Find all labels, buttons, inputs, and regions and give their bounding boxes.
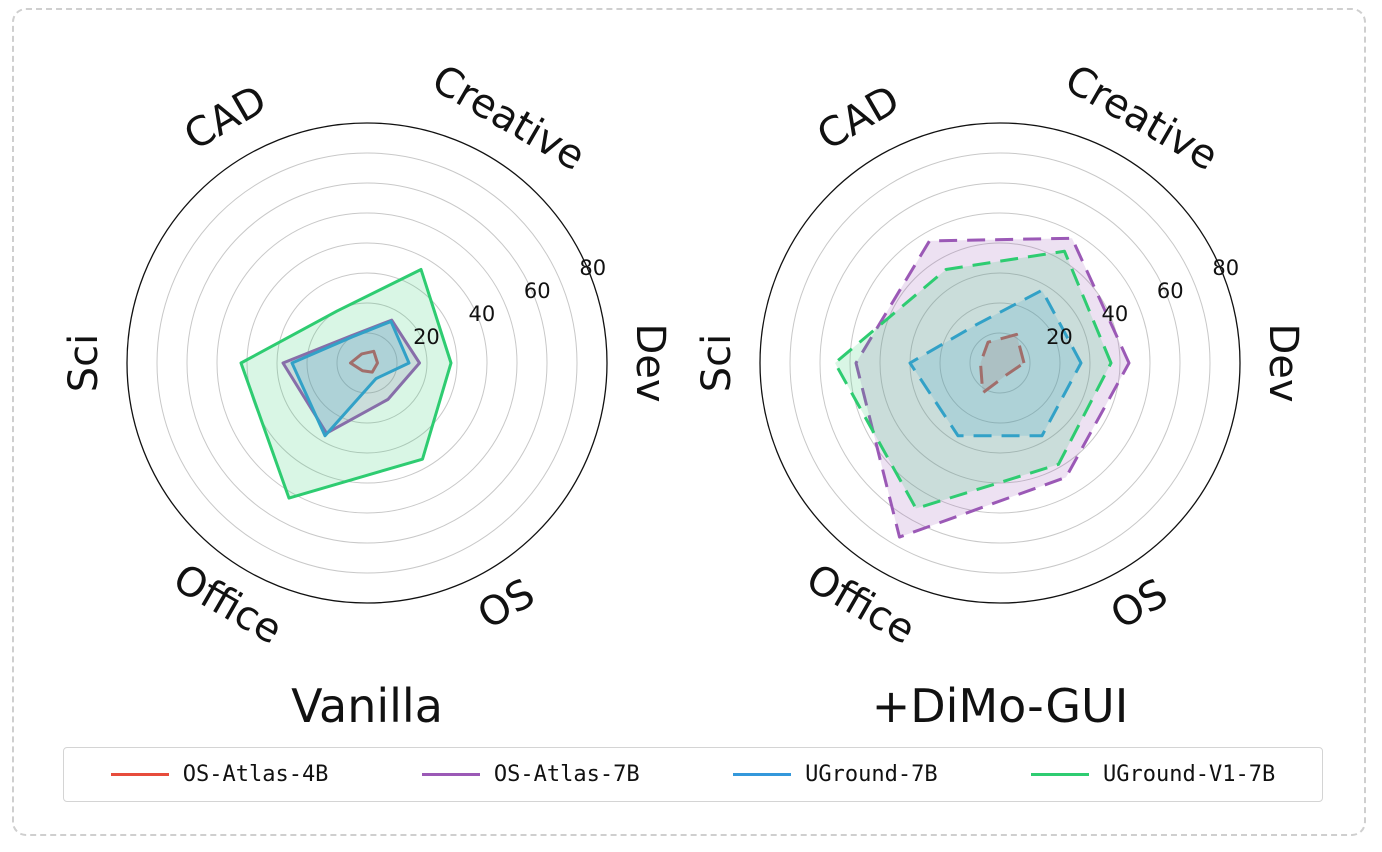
radial-tick-label: 20 [1046,325,1073,349]
category-label-sci: Sci [694,334,740,393]
legend-item-uground-v1-7b: UGround-V1-7B [1031,762,1275,787]
legend-swatch-os-atlas-7b [421,773,480,776]
radial-tick-label: 20 [413,325,440,349]
legend-label-uground-7b: UGround-7B [805,762,938,787]
legend-label-os-atlas-4b: OS-Atlas-4B [182,762,329,787]
grid-ring [186,182,548,544]
category-label-office: Office [799,555,923,653]
grid-ring [849,212,1151,514]
radar-panel-dimo-gui: +DiMo-GUI 20 40 60 80 Dev Creative CAD Sci Offic… [694,56,1306,733]
legend-label-uground-v1-7b: UGround-V1-7B [1103,762,1276,787]
outer-ring [126,122,608,604]
panel-title-vanilla: Vanilla [291,679,443,733]
grid-ring [306,302,428,424]
series-polygon-os-atlas-4b [349,349,379,374]
legend-swatch-os-atlas-4b [110,773,169,776]
grid-ring [216,212,518,514]
legend-item-os-atlas-7b: OS-Atlas-7B [421,762,640,787]
radial-tick-label: 80 [579,256,606,280]
category-label-dev: Dev [1260,323,1306,402]
category-label-os: OS [470,570,542,638]
radial-tick-label: 80 [1212,256,1239,280]
legend: OS-Atlas-4B OS-Atlas-7B UGround-7B UGrou… [63,747,1323,802]
grid-ring [789,152,1211,574]
series-polygon-uground-7b [290,319,411,438]
series-polygon-uground-7b [908,288,1083,438]
series-polygon-uground-v1-7b [239,267,453,500]
category-label-creative: Creative [424,56,592,180]
radial-tick-label: 60 [524,279,551,303]
outer-ring [759,122,1241,604]
legend-item-uground-7b: UGround-7B [733,762,938,787]
grid-ring [276,272,458,454]
category-label-os: OS [1103,570,1175,638]
category-label-office: Office [166,555,290,653]
grid-ring [879,242,1121,484]
legend-item-os-atlas-4b: OS-Atlas-4B [110,762,329,787]
grid-ring [969,332,1031,394]
category-label-creative: Creative [1057,56,1225,180]
legend-swatch-uground-7b [733,773,792,776]
grid-ring [336,332,398,394]
figure-frame [12,8,1366,836]
category-label-cad: CAD [177,77,275,160]
grid-ring [939,302,1061,424]
legend-label-os-atlas-7b: OS-Atlas-7B [493,762,640,787]
category-label-sci: Sci [61,334,107,393]
grid-ring [246,242,488,484]
panel-title-dimo-gui: +DiMo-GUI [872,679,1129,733]
radial-tick-label: 60 [1157,279,1184,303]
grid-ring [819,182,1181,544]
radar-panel-vanilla: Vanilla 20 40 60 80 Dev Creative CAD Sci Office O… [61,56,673,733]
series-polygon-uground-v1-7b [833,249,1113,510]
series-polygon-os-atlas-4b [979,332,1026,395]
grid-ring [156,152,578,574]
category-label-cad: CAD [810,77,908,160]
category-label-dev: Dev [627,323,673,402]
radial-tick-label: 40 [468,302,495,326]
radial-tick-label: 40 [1101,302,1128,326]
legend-swatch-uground-v1-7b [1031,773,1090,776]
